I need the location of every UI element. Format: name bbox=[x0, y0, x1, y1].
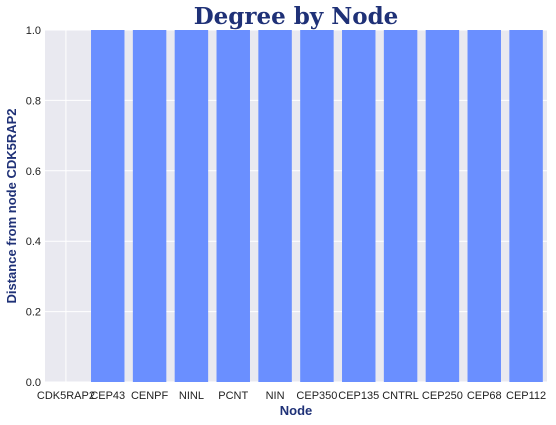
y-tick-label: 0.0 bbox=[26, 377, 41, 389]
x-axis-label: Node bbox=[280, 403, 313, 418]
x-tick-label: CEP112 bbox=[506, 390, 546, 402]
bar-cep43 bbox=[91, 30, 125, 382]
bar-nin bbox=[258, 30, 292, 382]
bars bbox=[91, 30, 543, 382]
x-tick-label: CENPF bbox=[131, 390, 169, 402]
bar-cep112 bbox=[509, 30, 543, 382]
x-tick-label: PCNT bbox=[218, 390, 248, 402]
plot-background bbox=[45, 30, 547, 382]
bar-cep135 bbox=[342, 30, 376, 382]
bar-ninl bbox=[174, 30, 209, 382]
x-tick-label: CDK5RAP2 bbox=[37, 390, 95, 402]
y-tick-label: 0.4 bbox=[26, 236, 41, 248]
y-tick-label: 0.8 bbox=[26, 95, 41, 107]
y-tick-label: 0.2 bbox=[26, 307, 41, 319]
bar-cntrl bbox=[383, 30, 418, 382]
x-tick-label: CEP250 bbox=[422, 390, 463, 402]
x-tick-label: CEP135 bbox=[338, 390, 379, 402]
x-tick-label: CEP68 bbox=[467, 390, 502, 402]
bar-cep250 bbox=[425, 30, 460, 382]
bar-cep68 bbox=[467, 30, 501, 382]
bar-cep350 bbox=[300, 30, 334, 382]
x-tick-label: NINL bbox=[179, 390, 204, 402]
x-tick-label: CEP350 bbox=[296, 390, 337, 402]
chart-title: Degree by Node bbox=[194, 3, 399, 30]
bar-pcnt bbox=[216, 30, 250, 382]
y-tick-label: 1.0 bbox=[26, 25, 41, 37]
bar-cenpf bbox=[132, 30, 167, 382]
x-tick-label: CNTRL bbox=[382, 390, 419, 402]
y-tick-labels: 0.0 0.2 0.4 0.6 0.8 1.0 bbox=[26, 25, 41, 389]
x-tick-label: NIN bbox=[266, 390, 285, 402]
y-axis-label: Distance from node CDK5RAP2 bbox=[4, 108, 19, 303]
y-tick-label: 0.6 bbox=[26, 166, 41, 178]
x-tick-label: CEP43 bbox=[90, 390, 125, 402]
